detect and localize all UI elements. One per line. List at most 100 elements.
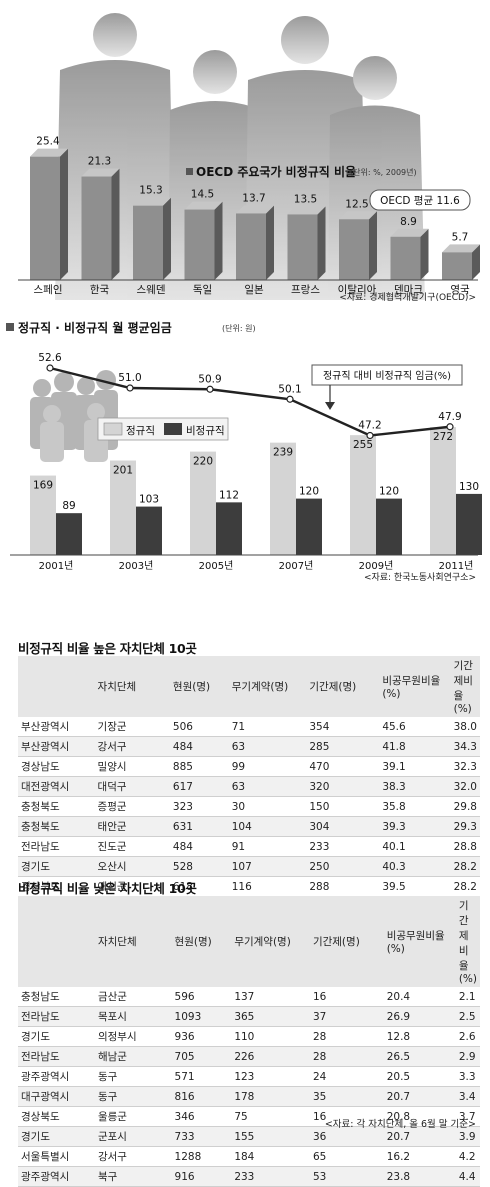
table-cell: 광주광역시 xyxy=(18,1166,95,1187)
table-cell: 12.8 xyxy=(383,1026,456,1047)
nonregular-value-label: 112 xyxy=(219,489,239,501)
table-cell: 밀양시 xyxy=(94,756,170,777)
regular-value-label: 201 xyxy=(113,465,133,477)
oecd-value-label: 21.3 xyxy=(88,156,111,168)
table-cell: 전라남도 xyxy=(18,1046,95,1067)
table-cell: 324 xyxy=(306,896,380,917)
bar-top xyxy=(442,244,480,253)
table-row: 경상남도 합천군 727 129 324 38.4 27.5 xyxy=(18,896,480,917)
ratio-point xyxy=(46,364,54,372)
oecd-category-label: 이탈리아 xyxy=(338,283,377,296)
table-cell: 16 xyxy=(309,1106,384,1127)
table-header-row: 자치단체 현원(명) 무기계약(명) 기간제(명) 비공무원비율(%) 기간제비… xyxy=(18,656,480,717)
table-cell: 34.3 xyxy=(450,736,480,757)
table-cell: 123 xyxy=(231,1066,310,1087)
table-cell: 경상남도 xyxy=(18,896,95,917)
table-cell: 경기도 xyxy=(18,856,95,877)
table-row: 전라남도 해남군 705 226 28 26.5 2.9 xyxy=(18,1046,480,1067)
oecd-value-label: 13.5 xyxy=(294,193,317,205)
nonregular-value-label: 120 xyxy=(379,486,399,498)
ratio-point xyxy=(286,395,294,403)
oecd-bar xyxy=(30,156,60,280)
bar-top xyxy=(339,211,377,220)
table-cell: 4.2 xyxy=(455,1146,480,1167)
ratio-value-label: 47.2 xyxy=(358,420,381,432)
table-cell: 금산군 xyxy=(94,987,172,1007)
bar-side xyxy=(111,168,120,280)
table-cell: 37 xyxy=(309,1006,384,1027)
table-row: 부산광역시 기장군 506 71 354 45.6 38.0 xyxy=(18,717,480,737)
ratio-line-callout: 정규직 대비 비정규직 임금(%) xyxy=(311,364,463,410)
table-row: 경기도 오산시 528 107 250 40.3 28.2 xyxy=(18,856,480,877)
ratio-point xyxy=(126,384,134,392)
header-permanent-contract: 무기계약(명) xyxy=(234,936,291,948)
nonregular-value-label: 103 xyxy=(139,494,159,506)
oecd-category-label: 덴마크 xyxy=(394,284,423,296)
table-cell: 618 xyxy=(169,876,229,897)
table-cell: 29.8 xyxy=(450,796,480,817)
table-cell: 충청남도 xyxy=(18,987,95,1007)
table-cell: 28 xyxy=(309,1026,384,1047)
table-high: 자치단체 현원(명) 무기계약(명) 기간제(명) 비공무원비율(%) 기간제비… xyxy=(18,656,480,917)
table-cell: 129 xyxy=(228,896,307,917)
table-cell: 경기도 xyxy=(18,1026,95,1047)
table-cell: 916 xyxy=(171,1166,232,1187)
oecd-source: <자료: 경제협력개발기구(OECD)> xyxy=(339,291,476,303)
table-cell: 강서구 xyxy=(94,736,170,757)
legend-label-regular: 정규직 xyxy=(126,425,155,437)
header-non-civil-ratio: 비공무원비율(%) xyxy=(386,930,445,955)
oecd-bar xyxy=(81,176,112,280)
table-cell: 증평군 xyxy=(94,796,170,817)
header-fixed-term-ratio: 기간제비율(%) xyxy=(458,900,477,985)
table-cell: 29.3 xyxy=(450,816,480,837)
table-cell: 39.3 xyxy=(379,816,451,837)
oecd-value-label: 25.4 xyxy=(36,136,60,148)
table-cell: 2.9 xyxy=(455,1046,480,1067)
table-cell: 99 xyxy=(228,756,307,777)
bar-nonregular xyxy=(56,513,82,555)
table-cell: 3.3 xyxy=(455,1066,480,1087)
table-cell: 28.2 xyxy=(450,856,480,877)
ratio-line-label: 정규직 대비 비정규직 임금(%) xyxy=(323,369,451,382)
table-low: 자치단체 현원(명) 무기계약(명) 기간제(명) 비공무원비율(%) 기간제비… xyxy=(18,896,480,1187)
year-label: 2005년 xyxy=(199,560,234,572)
table-cell: 28.8 xyxy=(450,836,480,857)
oecd-category-label: 한국 xyxy=(90,284,110,296)
table-row: 전라남도 목포시 1093 365 37 26.9 2.5 xyxy=(18,1006,480,1027)
ratio-point xyxy=(366,431,374,440)
table-cell: 32.3 xyxy=(450,756,480,777)
table-row: 경상남도 밀양시 885 99 470 39.1 32.3 xyxy=(18,756,480,777)
oecd-unit-note: (단위: %, 2009년) xyxy=(350,167,417,177)
header-municipality: 자치단체 xyxy=(97,681,137,693)
table-cell: 323 xyxy=(169,796,229,817)
table-cell: 서울특별시 xyxy=(18,1146,95,1167)
table-row: 경상북도 예천군 618 116 288 39.5 28.2 xyxy=(18,876,480,897)
oecd-value-label: 8.9 xyxy=(400,216,417,228)
bar-side xyxy=(420,228,429,280)
table-row: 광주광역시 북구 916 233 53 23.8 4.4 xyxy=(18,1166,480,1187)
oecd-average-badge: OECD 평균 11.6 xyxy=(369,189,471,211)
table-cell: 506 xyxy=(169,717,229,737)
ratio-line xyxy=(49,366,451,437)
bar-regular xyxy=(190,451,216,555)
wage-chart: 정규직 · 비정규직 월 평균임금 (단위: 원) 정규직 비정규직 169 89… xyxy=(6,320,482,583)
table-cell: 484 xyxy=(169,836,229,857)
table-cell: 동구 xyxy=(94,1086,172,1107)
bar-side xyxy=(317,206,326,280)
table-cell: 110 xyxy=(231,1026,310,1047)
regular-value-label: 169 xyxy=(33,480,53,492)
table-cell: 전라남도 xyxy=(18,1006,95,1027)
ratio-point xyxy=(446,423,454,431)
header-staff: 현원(명) xyxy=(172,681,211,693)
table-cell: 2.6 xyxy=(455,1026,480,1047)
table-cell: 184 xyxy=(231,1146,310,1167)
oecd-value-label: 12.5 xyxy=(345,198,368,210)
table-cell: 178 xyxy=(231,1086,310,1107)
table-cell: 24 xyxy=(309,1066,384,1087)
header-permanent-contract: 무기계약(명) xyxy=(231,681,289,693)
bar-nonregular xyxy=(296,498,322,555)
ratio-value-label: 47.9 xyxy=(438,411,461,423)
table-cell: 30 xyxy=(228,796,307,817)
table-cell: 107 xyxy=(228,856,307,877)
table-cell: 596 xyxy=(171,987,232,1007)
